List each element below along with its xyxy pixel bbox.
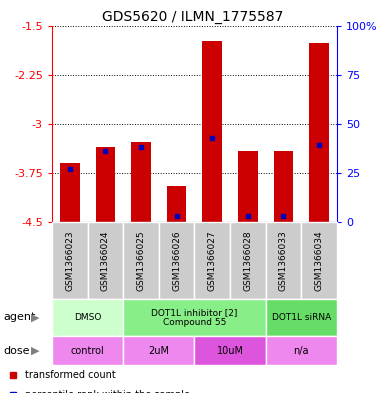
Text: GDS5620 / ILMN_1775587: GDS5620 / ILMN_1775587 xyxy=(102,10,283,24)
Text: DMSO: DMSO xyxy=(74,313,101,322)
Bar xyxy=(167,186,186,222)
Bar xyxy=(238,151,258,222)
Bar xyxy=(52,222,88,299)
Text: GSM1366033: GSM1366033 xyxy=(279,230,288,291)
Bar xyxy=(301,222,337,299)
Bar xyxy=(95,147,115,222)
Bar xyxy=(194,336,266,365)
Bar xyxy=(123,222,159,299)
Text: GSM1366028: GSM1366028 xyxy=(243,230,252,291)
Text: ▶: ▶ xyxy=(31,312,40,322)
Text: n/a: n/a xyxy=(293,346,309,356)
Text: ▶: ▶ xyxy=(31,346,40,356)
Text: transformed count: transformed count xyxy=(25,370,116,380)
Text: 10uM: 10uM xyxy=(216,346,244,356)
Bar xyxy=(309,43,329,222)
Bar xyxy=(60,163,80,222)
Bar xyxy=(52,336,123,365)
Bar xyxy=(274,151,293,222)
Text: control: control xyxy=(71,346,104,356)
Bar xyxy=(131,142,151,222)
Text: agent: agent xyxy=(4,312,36,322)
Bar xyxy=(159,222,194,299)
Text: DOT1L siRNA: DOT1L siRNA xyxy=(272,313,331,322)
Text: GSM1366027: GSM1366027 xyxy=(208,230,217,291)
Text: 2uM: 2uM xyxy=(148,346,169,356)
Bar xyxy=(123,299,266,336)
Text: GSM1366034: GSM1366034 xyxy=(315,230,323,291)
Bar xyxy=(194,222,230,299)
Text: GSM1366023: GSM1366023 xyxy=(65,230,74,291)
Text: DOT1L inhibitor [2]
Compound 55: DOT1L inhibitor [2] Compound 55 xyxy=(151,308,238,327)
Bar xyxy=(52,299,123,336)
Text: percentile rank within the sample: percentile rank within the sample xyxy=(25,390,189,393)
Bar xyxy=(203,40,222,222)
Text: GSM1366024: GSM1366024 xyxy=(101,230,110,290)
Bar xyxy=(266,299,337,336)
Bar xyxy=(266,222,301,299)
Bar xyxy=(266,336,337,365)
Text: dose: dose xyxy=(4,346,30,356)
Bar xyxy=(88,222,123,299)
Bar xyxy=(123,336,194,365)
Text: GSM1366026: GSM1366026 xyxy=(172,230,181,291)
Bar xyxy=(230,222,266,299)
Text: GSM1366025: GSM1366025 xyxy=(137,230,146,291)
